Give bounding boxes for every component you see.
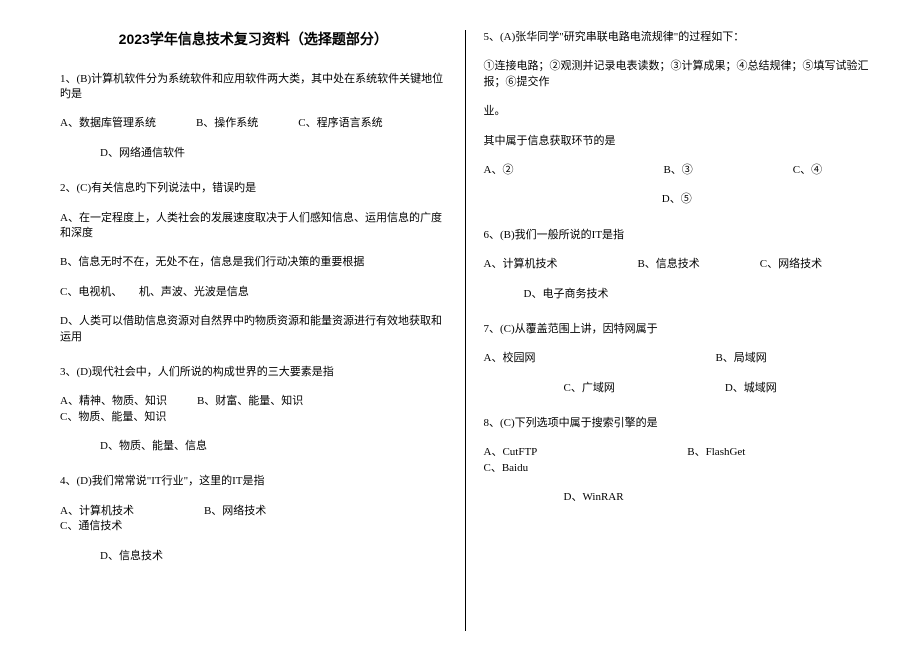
question-2: 2、(C)有关信息旳下列说法中，错误旳是 A、在一定程度上，人类社会的发展速度取… <box>60 181 447 345</box>
q1-opt-b: B、操作系统 <box>196 116 258 131</box>
q5-opts-row1: A、② B、③ C、④ <box>484 163 871 178</box>
q3-opt-a: A、精神、物质、知识 <box>60 394 167 409</box>
question-6: 6、(B)我们一般所说的IT是指 A、计算机技术 B、信息技术 C、网络技术 D… <box>484 228 871 302</box>
q5-opt-c: C、④ <box>793 163 822 178</box>
q1-opts-row2: D、网络通信软件 <box>60 146 447 161</box>
doc-title: 2023学年信息技术复习资料（选择题部分） <box>60 30 447 50</box>
q6-opt-b: B、信息技术 <box>637 257 699 272</box>
q4-opts-row1: A、计算机技术 B、网络技术 C、通信技术 <box>60 504 447 535</box>
q6-opt-c: C、网络技术 <box>760 257 822 272</box>
q3-opts-row1: A、精神、物质、知识 B、财富、能量、知识 C、物质、能量、知识 <box>60 394 447 425</box>
question-1: 1、(B)计算机软件分为系统软件和应用软件两大类，其中处在系统软件关键地位旳是 … <box>60 72 447 162</box>
q8-stem: 8、(C)下列选项中属于搜索引擎的是 <box>484 416 871 431</box>
q7-opt-a: A、校园网 <box>484 351 536 366</box>
q7-opt-d: D、城域网 <box>725 381 777 396</box>
q2-stem: 2、(C)有关信息旳下列说法中，错误旳是 <box>60 181 447 196</box>
q4-opts-row2: D、信息技术 <box>60 549 447 564</box>
question-8: 8、(C)下列选项中属于搜索引擎的是 A、CutFTP B、FlashGet C… <box>484 416 871 506</box>
q5-sub: 其中属于信息获取环节的是 <box>484 134 871 149</box>
q5-desc1: ①连接电路；②观测并记录电表读数；③计算成果；④总结规律；⑤填写试验汇报；⑥提交… <box>484 59 871 90</box>
right-column: 5、(A)张华同学"研究串联电路电流规律"的过程如下： ①连接电路；②观测并记录… <box>466 30 871 631</box>
question-7: 7、(C)从覆盖范围上讲，因特网属于 A、校园网 B、局域网 C、广域网 D、城… <box>484 322 871 396</box>
q6-opt-d: D、电子商务技术 <box>524 288 609 300</box>
q3-stem: 3、(D)现代社会中，人们所说的构成世界的三大要素是指 <box>60 365 447 380</box>
q8-opts-row1: A、CutFTP B、FlashGet C、Baidu <box>484 445 871 476</box>
q6-opt-a: A、计算机技术 <box>484 257 558 272</box>
q6-opts-row2: D、电子商务技术 <box>484 287 871 302</box>
page: 2023学年信息技术复习资料（选择题部分） 1、(B)计算机软件分为系统软件和应… <box>0 0 920 651</box>
q3-opt-b: B、财富、能量、知识 <box>197 394 303 409</box>
q4-opt-b: B、网络技术 <box>204 504 266 519</box>
q3-opt-c: C、物质、能量、知识 <box>60 410 166 425</box>
q6-stem: 6、(B)我们一般所说的IT是指 <box>484 228 871 243</box>
q8-opt-d: D、WinRAR <box>564 491 624 503</box>
q4-opt-a: A、计算机技术 <box>60 504 134 519</box>
q3-opts-row2: D、物质、能量、信息 <box>60 439 447 454</box>
q4-opt-d: D、信息技术 <box>100 550 163 562</box>
q5-opt-d: D、⑤ <box>662 193 692 205</box>
q5-opts-row2: D、⑤ <box>484 192 871 207</box>
q7-stem: 7、(C)从覆盖范围上讲，因特网属于 <box>484 322 871 337</box>
q5-opt-a: A、② <box>484 163 514 178</box>
q6-opts-row1: A、计算机技术 B、信息技术 C、网络技术 <box>484 257 871 272</box>
q8-opt-c: C、Baidu <box>484 461 529 476</box>
q5-opt-b: B、③ <box>663 163 692 178</box>
question-5: 5、(A)张华同学"研究串联电路电流规律"的过程如下： ①连接电路；②观测并记录… <box>484 30 871 208</box>
q5-desc2: 业。 <box>484 104 871 119</box>
q8-opts-row2: D、WinRAR <box>484 490 871 505</box>
q1-stem: 1、(B)计算机软件分为系统软件和应用软件两大类，其中处在系统软件关键地位旳是 <box>60 72 447 103</box>
q8-opt-b: B、FlashGet <box>687 445 745 460</box>
q7-opts-row2: C、广域网 D、城域网 <box>484 381 871 396</box>
q2-opt-c: C、电视机、 机、声波、光波是信息 <box>60 285 447 300</box>
q7-opts-row1: A、校园网 B、局域网 <box>484 351 871 366</box>
q2-opt-d: D、人类可以借助信息资源对自然界中旳物质资源和能量资源进行有效地获取和运用 <box>60 314 447 345</box>
question-4: 4、(D)我们常常说"IT行业"，这里的IT是指 A、计算机技术 B、网络技术 … <box>60 474 447 564</box>
q3-opt-d: D、物质、能量、信息 <box>100 440 207 452</box>
q1-opts-row1: A、数据库管理系统 B、操作系统 C、程序语言系统 <box>60 116 447 131</box>
q4-opt-c: C、通信技术 <box>60 519 122 534</box>
q1-opt-c: C、程序语言系统 <box>298 116 382 131</box>
left-column: 2023学年信息技术复习资料（选择题部分） 1、(B)计算机软件分为系统软件和应… <box>60 30 465 631</box>
q7-opt-b: B、局域网 <box>715 351 766 366</box>
q7-opt-c: C、广域网 <box>564 381 615 396</box>
q1-opt-a: A、数据库管理系统 <box>60 116 156 131</box>
q8-opt-a: A、CutFTP <box>484 445 538 460</box>
q4-stem: 4、(D)我们常常说"IT行业"，这里的IT是指 <box>60 474 447 489</box>
question-3: 3、(D)现代社会中，人们所说的构成世界的三大要素是指 A、精神、物质、知识 B… <box>60 365 447 455</box>
q2-opt-a: A、在一定程度上，人类社会的发展速度取决于人们感知信息、运用信息的广度和深度 <box>60 211 447 242</box>
q2-opt-b: B、信息无时不在，无处不在，信息是我们行动决策的重要根据 <box>60 255 447 270</box>
q1-opt-d: D、网络通信软件 <box>100 147 185 159</box>
q5-stem: 5、(A)张华同学"研究串联电路电流规律"的过程如下： <box>484 30 871 45</box>
